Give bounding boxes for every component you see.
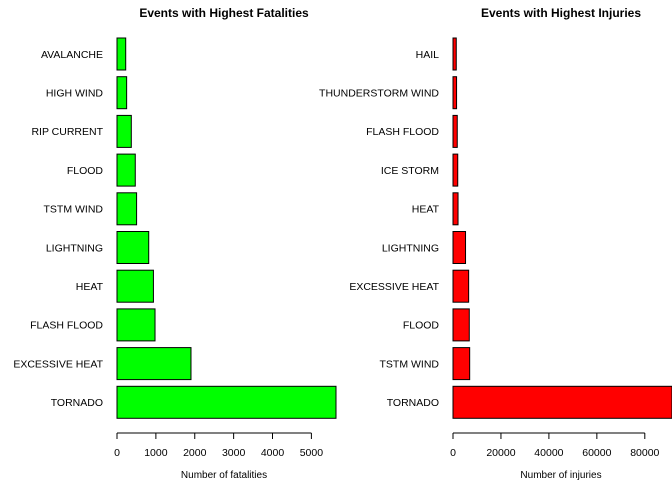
fatalities-bar <box>116 192 138 226</box>
fatalities-bar <box>116 347 192 381</box>
injuries-category-label: FLASH FLOOD <box>366 126 439 138</box>
fatalities-bar <box>116 269 154 303</box>
injuries-bar <box>452 385 672 419</box>
fatalities-bar <box>116 114 132 148</box>
injuries-category-label: ICE STORM <box>381 165 439 177</box>
fatalities-bar <box>116 153 136 187</box>
injuries-bar <box>452 153 459 187</box>
fatalities-category-label: AVALANCHE <box>41 49 103 61</box>
fatalities-category-label: HIGH WIND <box>46 88 104 100</box>
injuries-category-label: THUNDERSTORM WIND <box>319 88 439 100</box>
injuries-bar <box>452 231 467 264</box>
fatalities-x-tick-label: 5000 <box>300 447 324 459</box>
injuries-bar <box>452 308 470 342</box>
injuries-category-label: HEAT <box>412 204 440 216</box>
fatalities-bar <box>116 231 150 264</box>
injuries-x-tick-label: 20000 <box>486 447 515 459</box>
injuries-category-label: TORNADO <box>387 397 439 409</box>
injuries-bar <box>452 114 458 148</box>
injuries-x-tick-label: 80000 <box>630 447 659 459</box>
fatalities-x-tick-label: 0 <box>114 447 120 459</box>
injuries-bar <box>452 269 470 303</box>
injuries-category-label: EXCESSIVE HEAT <box>349 281 439 293</box>
fatalities-category-label: FLASH FLOOD <box>30 320 103 332</box>
fatalities-chart: Events with Highest Fatalities TORNADO EXC… <box>13 6 337 480</box>
injuries-chart-title: Events with Highest Injuries <box>481 6 641 20</box>
fatalities-x-tick-label: 4000 <box>261 447 285 459</box>
injuries-x-tick-label: 40000 <box>534 447 563 459</box>
injuries-x-tick-label: 60000 <box>582 447 611 459</box>
fatalities-x-axis-label: Number of fatalities <box>181 470 267 480</box>
injuries-category-label: TSTM WIND <box>380 358 440 370</box>
injuries-category-label: HAIL <box>416 49 440 61</box>
fatalities-category-label: LIGHTNING <box>46 242 103 254</box>
injuries-category-label: FLOOD <box>403 320 440 332</box>
injuries-bar <box>452 347 471 381</box>
fatalities-bar <box>116 308 156 342</box>
injuries-chart: Events with Highest Injuries TORNADO TSTM … <box>319 6 672 480</box>
injuries-bar <box>452 192 459 226</box>
fatalities-category-label: TSTM WIND <box>44 204 104 216</box>
fatalities-x-tick-label: 3000 <box>222 447 246 459</box>
fatalities-x-tick-label: 1000 <box>144 447 168 459</box>
injuries-bar <box>452 76 458 110</box>
injuries-x-tick-label: 0 <box>450 447 456 459</box>
fatalities-x-tick-label: 2000 <box>183 447 207 459</box>
fatalities-category-label: FLOOD <box>67 165 104 177</box>
fatalities-category-label: HEAT <box>76 281 104 293</box>
injuries-bar <box>452 37 457 71</box>
fatalities-category-label: TORNADO <box>51 397 103 409</box>
fatalities-category-label: RIP CURRENT <box>31 126 103 138</box>
fatalities-bar <box>116 385 337 419</box>
fatalities-bar <box>116 37 127 71</box>
injuries-category-label: LIGHTNING <box>382 242 439 254</box>
fatalities-category-label: EXCESSIVE HEAT <box>13 358 103 370</box>
fatalities-bar <box>116 76 128 110</box>
injuries-x-axis-label: Number of injuries <box>520 470 601 480</box>
fatalities-chart-title: Events with Highest Fatalities <box>139 6 309 20</box>
